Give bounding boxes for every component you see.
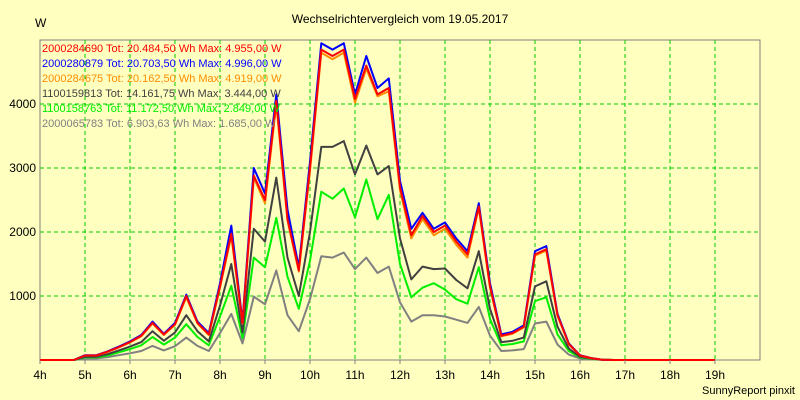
chart-title: Wechselrichtervergleich vom 19.05.2017 xyxy=(292,12,509,26)
x-tick-label: 14h xyxy=(480,368,500,382)
legend-entry: 2000065783 Tot: 6.903,63 Wh Max: 1.685,0… xyxy=(42,118,276,130)
x-tick-label: 10h xyxy=(300,368,320,382)
legend-entry: 2000284690 Tot: 20.484,50 Wh Max: 4.955,… xyxy=(42,43,282,55)
series-line-5 xyxy=(40,251,715,361)
x-tick-label: 17h xyxy=(615,368,635,382)
y-tick-label: 3000 xyxy=(9,161,36,175)
y-axis-unit-label: W xyxy=(35,16,47,30)
series-lines xyxy=(40,42,715,361)
legend: 2000284690 Tot: 20.484,50 Wh Max: 4.955,… xyxy=(42,43,282,130)
x-tick-label: 12h xyxy=(390,368,410,382)
legend-entry: 2000284675 Tot: 20.162,50 Wh Max: 4.919,… xyxy=(42,73,282,85)
x-tick-label: 11h xyxy=(345,368,364,382)
series-line-3 xyxy=(40,140,715,361)
y-tick-label: 2000 xyxy=(9,225,36,239)
x-tick-label: 5h xyxy=(78,368,91,382)
x-tick-label: 9h xyxy=(258,368,271,382)
x-tick-label: 7h xyxy=(168,368,181,382)
footer-credit: SunnyReport pinxit xyxy=(702,385,795,397)
legend-entry: 1100159813 Tot: 14.161,75 Wh Max: 3.444,… xyxy=(42,88,281,100)
legend-entry: 1100158763 Tot: 11.172,50 Wh Max: 2.849,… xyxy=(42,103,281,115)
axes: 4h 5h 6h 7h 8h 9h 10h 11h 12h 13h 14h 15h 16h 17h 18h 1… xyxy=(9,97,725,382)
x-tick-label: 4h xyxy=(33,368,46,382)
x-tick-label: 16h xyxy=(570,368,590,382)
x-tick-label: 13h xyxy=(435,368,455,382)
legend-entry: 2000280879 Tot: 20.703,50 Wh Max: 4.996,… xyxy=(42,58,282,70)
x-tick-label: 6h xyxy=(123,368,136,382)
series-line-0 xyxy=(40,48,715,361)
y-tick-label: 4000 xyxy=(9,97,36,111)
x-tick-label: 8h xyxy=(213,368,226,382)
x-tick-label: 15h xyxy=(525,368,545,382)
y-tick-label: 1000 xyxy=(9,289,36,303)
x-tick-label: 19h xyxy=(705,368,725,382)
x-tick-label: 18h xyxy=(660,368,680,382)
